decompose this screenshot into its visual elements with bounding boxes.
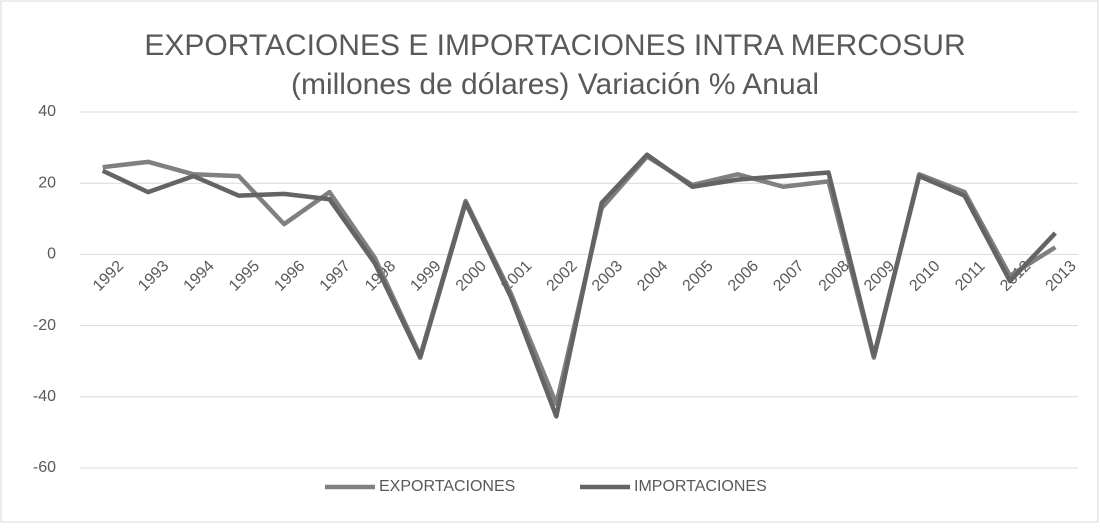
y-tick-label: 40 — [38, 103, 56, 120]
chart-title: EXPORTACIONES E IMPORTACIONES INTRA MERC… — [144, 29, 965, 62]
y-tick-label: -60 — [33, 459, 56, 476]
y-tick-label: 20 — [38, 174, 56, 191]
series-line — [101, 152, 1057, 419]
legend-label: IMPORTACIONES — [634, 478, 767, 495]
chart-subtitle: (millones de dólares) Variación % Anual — [291, 68, 819, 101]
y-tick-label: -40 — [33, 388, 56, 405]
legend-label: EXPORTACIONES — [379, 478, 515, 495]
y-tick-label: 0 — [47, 246, 56, 263]
y-tick-label: -20 — [33, 317, 56, 334]
